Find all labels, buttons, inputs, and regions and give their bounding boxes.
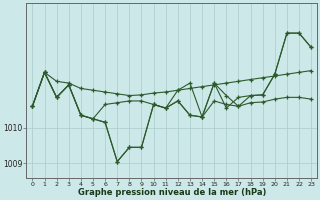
X-axis label: Graphe pression niveau de la mer (hPa): Graphe pression niveau de la mer (hPa): [77, 188, 266, 197]
